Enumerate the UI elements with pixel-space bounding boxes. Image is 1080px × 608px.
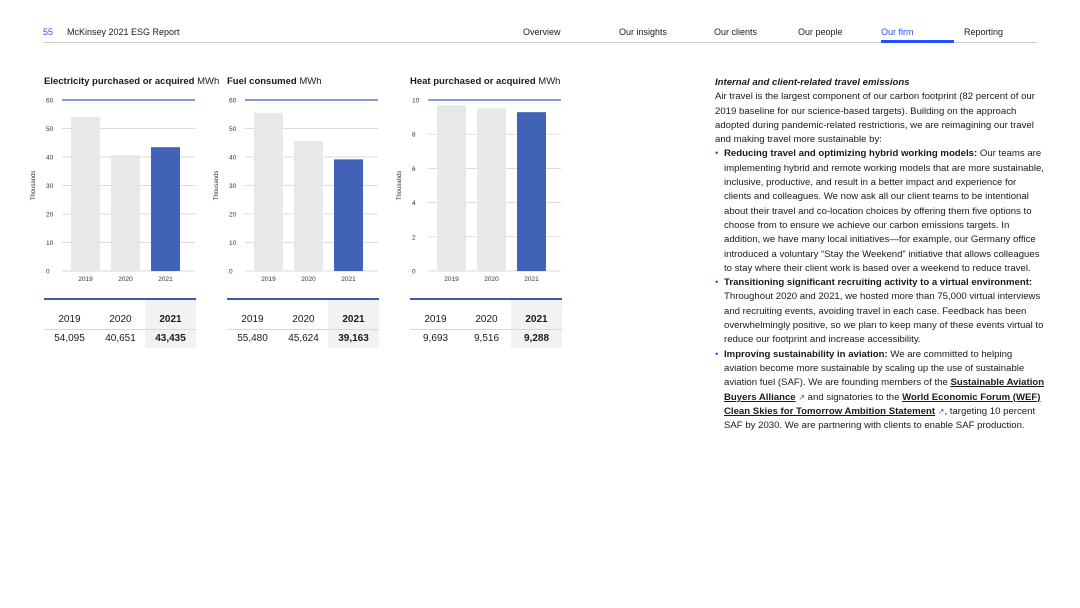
table-year: 2019 — [241, 314, 264, 325]
bar-2020 — [477, 108, 506, 271]
table-year: 2021 — [159, 314, 182, 325]
list-item: Reducing travel and optimizing hybrid wo… — [715, 147, 1045, 276]
table-value: 43,435 — [155, 333, 186, 344]
y-tick-label: 10 — [46, 240, 54, 247]
y-tick-label: 20 — [46, 212, 54, 219]
y-tick-label: 40 — [229, 155, 237, 162]
table-year: 2019 — [58, 314, 81, 325]
travel-emissions-section: Internal and client-related travel emiss… — [715, 76, 1045, 433]
table-value: 54,095 — [54, 333, 85, 344]
active-nav-indicator — [881, 40, 954, 43]
document-title: McKinsey 2021 ESG Report — [67, 27, 180, 37]
y-tick-label: 50 — [229, 126, 237, 133]
x-tick-label: 2019 — [444, 276, 459, 283]
fuel-bar-chart: 0 10 20 30 40 50 60 Thousands 2019 2020 2021 — [214, 98, 378, 283]
nav-our-firm[interactable]: Our firm — [881, 27, 914, 37]
y-axis-label: Thousands — [214, 171, 220, 201]
external-link-icon: ↗ — [798, 392, 806, 402]
y-tick-label: 4 — [412, 200, 416, 207]
bar-2020 — [294, 140, 323, 271]
x-tick-label: 2020 — [118, 276, 133, 283]
table-value: 9,516 — [473, 333, 500, 344]
electricity-bar-chart: 0 10 20 30 40 50 60 Thousands 2019 2020 2021 — [31, 98, 195, 283]
table-year: 2021 — [525, 314, 548, 325]
chart-title: Fuel consumed MWh — [227, 76, 322, 87]
table-value: 9,288 — [523, 333, 550, 344]
nav-our-insights[interactable]: Our insights — [619, 27, 668, 37]
y-tick-label: 2 — [412, 234, 416, 241]
table-value: 39,163 — [338, 333, 369, 344]
nav-our-people[interactable]: Our people — [798, 27, 843, 37]
nav-overview[interactable]: Overview — [523, 27, 561, 37]
y-tick-label: 0 — [229, 269, 233, 276]
y-tick-label: 60 — [229, 98, 237, 105]
y-tick-label: 20 — [229, 212, 237, 219]
y-tick-label: 30 — [229, 183, 237, 190]
bullet-list: Reducing travel and optimizing hybrid wo… — [715, 147, 1045, 433]
table-value: 40,651 — [105, 333, 136, 344]
intro-paragraph: Air travel is the largest component of o… — [715, 91, 1035, 146]
heat-bar-chart: 0 2 4 6 8 10 Thousands 2019 2020 2021 — [397, 98, 561, 283]
table-value: 9,693 — [422, 333, 449, 344]
chart-title: Electricity purchased or acquired MWh — [44, 76, 220, 87]
x-tick-label: 2019 — [78, 276, 93, 283]
page-number: 55 — [43, 27, 54, 37]
y-axis-label: Thousands — [397, 171, 403, 201]
x-tick-label: 2021 — [341, 276, 356, 283]
y-tick-label: 0 — [46, 269, 50, 276]
table-year: 2020 — [109, 314, 132, 325]
table-year: 2020 — [475, 314, 498, 325]
chart-title: Heat purchased or acquired MWh — [410, 76, 561, 87]
bar-2021 — [334, 159, 363, 271]
section-heading: Internal and client-related travel emiss… — [715, 77, 910, 88]
bar-2019 — [437, 105, 466, 272]
report-header: 55 McKinsey 2021 ESG Report Overview Our… — [0, 0, 1080, 44]
x-tick-label: 2021 — [158, 276, 173, 283]
list-item: Transitioning significant recruiting act… — [715, 276, 1045, 347]
y-tick-label: 8 — [412, 132, 416, 139]
y-tick-label: 10 — [229, 240, 237, 247]
y-tick-label: 60 — [46, 98, 54, 105]
x-tick-label: 2021 — [524, 276, 539, 283]
x-tick-label: 2019 — [261, 276, 276, 283]
y-tick-label: 6 — [412, 166, 416, 173]
y-tick-label: 50 — [46, 126, 54, 133]
saba-link[interactable]: Sustainable Aviation Buyers Alliance — [724, 377, 1045, 403]
y-tick-label: 10 — [412, 98, 420, 105]
list-item: Improving sustainability in aviation: We… — [715, 348, 1045, 434]
table-year: 2020 — [292, 314, 315, 325]
bar-2019 — [254, 112, 283, 271]
x-tick-label: 2020 — [484, 276, 499, 283]
x-tick-label: 2020 — [301, 276, 316, 283]
nav-reporting[interactable]: Reporting — [964, 27, 1004, 37]
y-tick-label: 0 — [412, 269, 416, 276]
table-value: 55,480 — [237, 333, 268, 344]
y-axis-label: Thousands — [31, 171, 37, 201]
bar-2019 — [71, 116, 100, 271]
bar-2021 — [151, 147, 180, 271]
table-year: 2021 — [342, 314, 365, 325]
wef-link[interactable]: World Economic Forum (WEF) Clean Skies f… — [724, 391, 1041, 417]
header-divider — [43, 42, 1037, 43]
table-year: 2019 — [424, 314, 447, 325]
bar-2021 — [517, 112, 546, 271]
nav-our-clients[interactable]: Our clients — [714, 27, 758, 37]
y-tick-label: 40 — [46, 155, 54, 162]
bar-2020 — [111, 155, 140, 271]
y-tick-label: 30 — [46, 183, 54, 190]
table-value: 45,624 — [288, 333, 319, 344]
external-link-icon: ↗ — [937, 406, 945, 416]
